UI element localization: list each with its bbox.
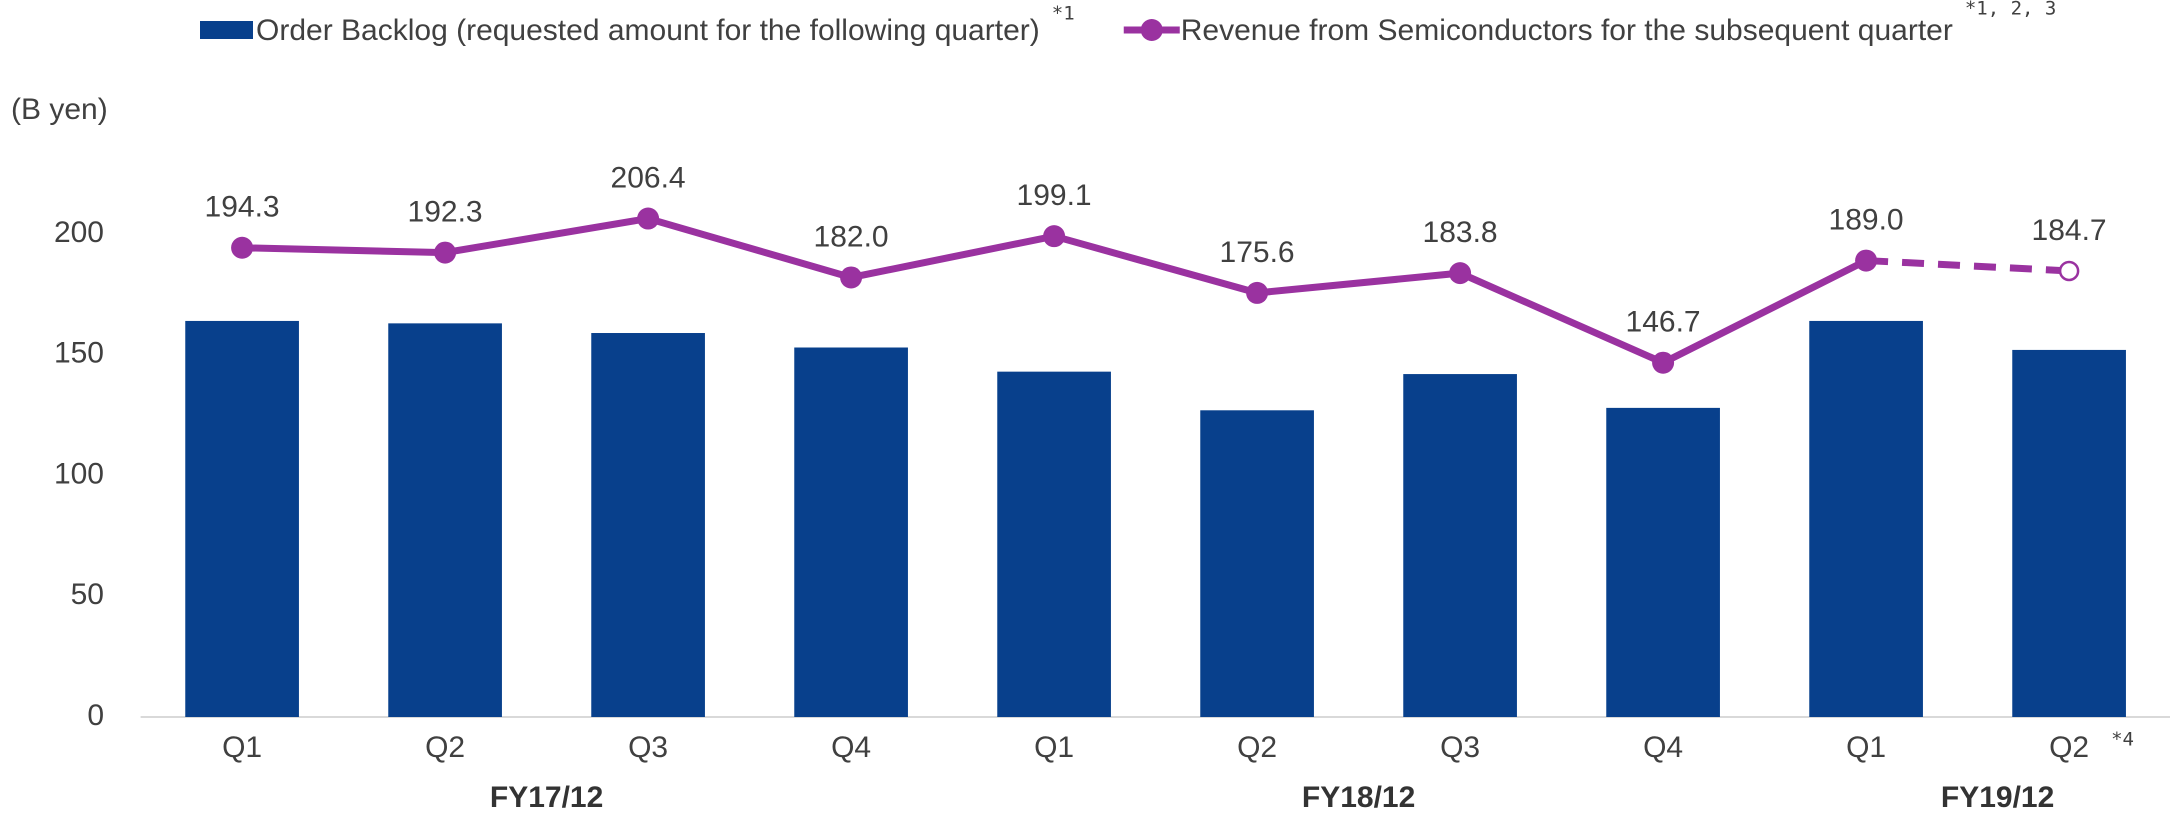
x-tick-label: Q2	[425, 731, 465, 764]
x-tick-label: Q4	[1643, 731, 1683, 764]
data-label: 192.3	[408, 196, 483, 229]
legend-swatch-marker	[1140, 19, 1163, 41]
bar	[2012, 349, 2126, 717]
marker	[1246, 281, 1269, 304]
legend-note: *1, 2, 3	[1965, 0, 2057, 20]
legend-swatch	[200, 21, 253, 39]
x-tick-label: Q1	[1846, 731, 1886, 764]
y-tick-label: 0	[87, 699, 104, 732]
marker	[2058, 260, 2080, 282]
data-label: 194.3	[205, 191, 280, 224]
data-label: 182.0	[814, 220, 889, 253]
data-label: 183.8	[1423, 216, 1498, 249]
bar	[388, 323, 502, 717]
x-tick-label: Q1	[222, 731, 262, 764]
data-label: 184.7	[2032, 214, 2107, 247]
group-label: FY19/12	[1941, 781, 2054, 814]
marker	[434, 241, 457, 264]
marker	[231, 236, 254, 259]
marker	[1043, 225, 1066, 248]
bar	[1200, 410, 1314, 717]
y-tick-label: 100	[54, 457, 104, 490]
bar	[185, 320, 299, 717]
x-tick-label: Q2	[2049, 731, 2089, 764]
data-label: 146.7	[1626, 306, 1701, 339]
x-tick-label: Q1	[1034, 731, 1074, 764]
marker	[1449, 262, 1472, 285]
marker	[637, 207, 660, 230]
x-tick-label: Q3	[1440, 731, 1480, 764]
marker	[840, 266, 863, 289]
y-axis-label: (B yen)	[11, 93, 108, 126]
y-tick-label: 50	[71, 578, 104, 611]
legend-label: Order Backlog (requested amount for the …	[256, 14, 1040, 47]
category-note: *4	[2111, 729, 2134, 751]
data-label: 175.6	[1220, 236, 1295, 269]
marker	[1855, 249, 1878, 272]
y-tick-label: 200	[54, 216, 104, 249]
x-tick-label: Q2	[1237, 731, 1277, 764]
x-tick-label: Q3	[628, 731, 668, 764]
bar	[1403, 374, 1517, 717]
dashed-segment	[1865, 257, 2070, 275]
marker	[1652, 351, 1675, 374]
bar	[794, 347, 908, 717]
legend-note: *1	[1052, 3, 1075, 25]
data-label: 189.0	[1829, 203, 1904, 236]
legend-label: Revenue from Semiconductors for the subs…	[1181, 14, 1953, 47]
bar	[1606, 407, 1720, 717]
x-tick-label: Q4	[831, 731, 871, 764]
data-label: 206.4	[611, 161, 686, 194]
group-label: FY18/12	[1302, 781, 1415, 814]
bar	[997, 371, 1111, 717]
group-label: FY17/12	[490, 781, 603, 814]
y-tick-label: 150	[54, 337, 104, 370]
bar	[1809, 320, 1923, 717]
data-label: 199.1	[1017, 179, 1092, 212]
bar	[591, 333, 705, 717]
